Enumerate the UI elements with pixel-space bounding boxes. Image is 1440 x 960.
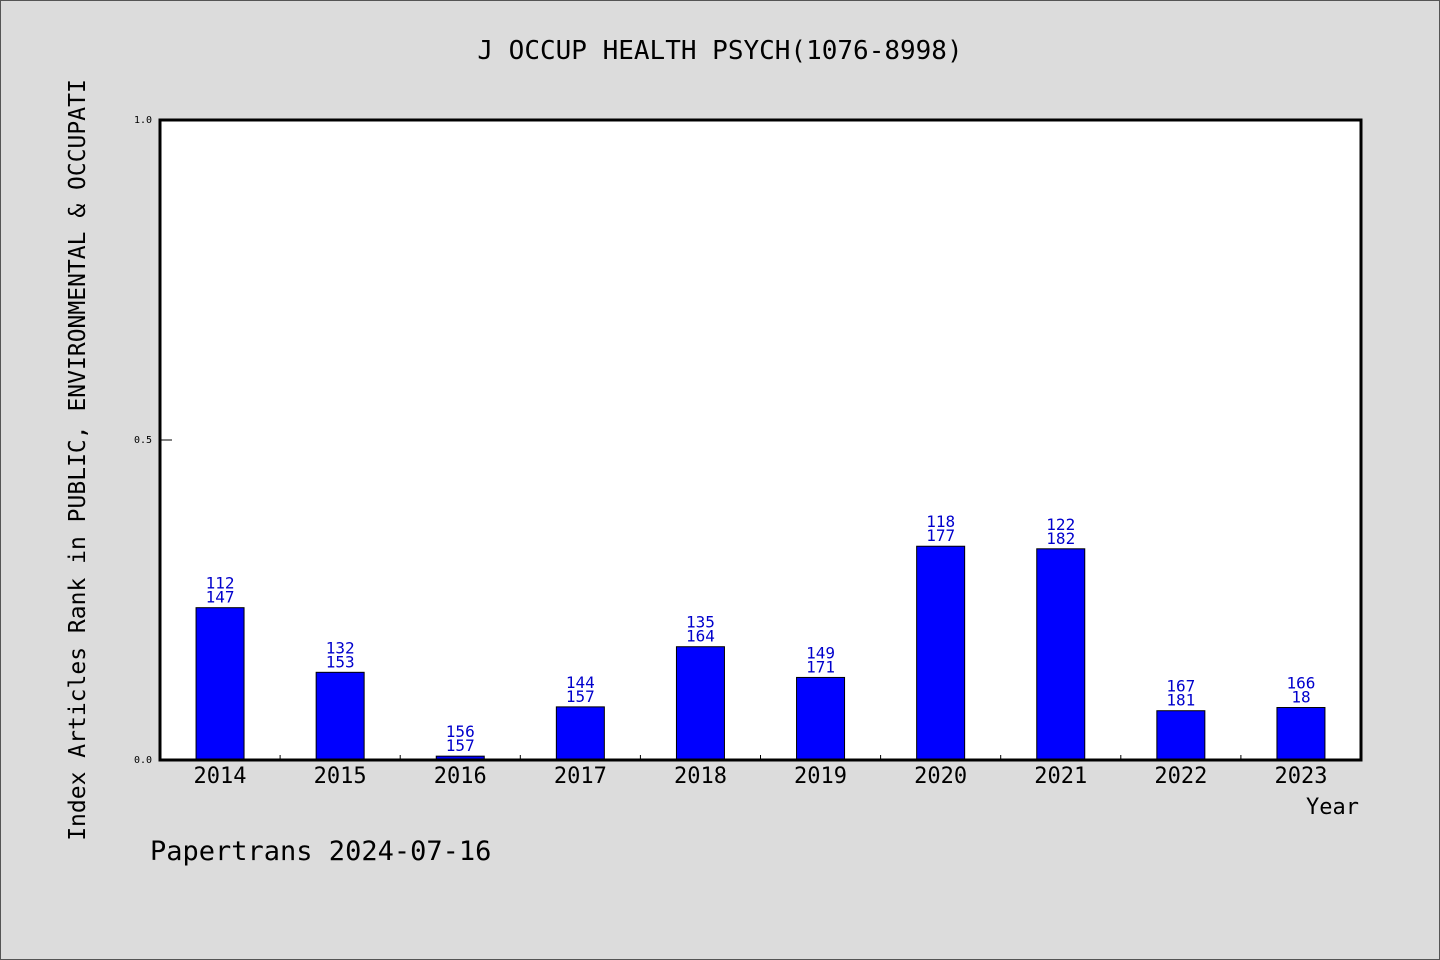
x-tick-label: 2015: [314, 764, 367, 789]
chart-title: J OCCUP HEALTH PSYCH(1076-8998): [477, 36, 963, 66]
x-tick-label: 2022: [1154, 764, 1207, 789]
bar-label-top: 112: [206, 574, 235, 593]
bar-label-bottom: 18: [1291, 688, 1310, 707]
bar: [675, 646, 725, 761]
bar-label-bottom: 157: [446, 736, 475, 755]
bar: [1276, 707, 1326, 761]
x-tick-label: 2020: [914, 764, 967, 789]
x-tick-label: 2018: [674, 764, 727, 789]
bar-label-top: 167: [1166, 677, 1195, 696]
y-tick-label: 0.5: [134, 435, 152, 446]
y-tick-label: 1.0: [134, 115, 152, 126]
plot-border: [158, 118, 1363, 762]
bar: [555, 706, 605, 761]
x-tick-label: 2023: [1274, 764, 1327, 789]
bar-label-top: 122: [1046, 515, 1075, 534]
bar-label-top: 156: [446, 722, 475, 741]
x-tick-label: 2019: [794, 764, 847, 789]
bar-label-bottom: 182: [1046, 529, 1075, 548]
bar-label-bottom: 157: [566, 687, 595, 706]
bar-label-bottom: 181: [1166, 691, 1195, 710]
bar: [1156, 710, 1206, 761]
bar-label-top: 149: [806, 643, 835, 662]
plot-area: [160, 120, 1361, 760]
x-tick-label: 2021: [1034, 764, 1087, 789]
bar: [315, 671, 365, 761]
bar-label-bottom: 153: [326, 652, 355, 671]
x-tick-label: 2016: [434, 764, 487, 789]
bar: [1036, 548, 1086, 761]
x-axis-label: Year: [1306, 795, 1359, 820]
y-tick-label: 0.0: [134, 755, 152, 766]
bar-label-bottom: 164: [686, 627, 715, 646]
x-tick-label: 2017: [554, 764, 607, 789]
x-tick-label: 2014: [194, 764, 247, 789]
bar: [796, 676, 846, 761]
bar-label-top: 144: [566, 673, 595, 692]
bar: [916, 545, 966, 761]
bar-label-top: 135: [686, 613, 715, 632]
bar-label-top: 166: [1286, 674, 1315, 693]
bar: [195, 607, 245, 761]
bar-label-bottom: 147: [206, 588, 235, 607]
bar-label-top: 132: [326, 638, 355, 657]
footer-credit: Papertrans 2024-07-16: [150, 836, 492, 867]
bar-label-bottom: 177: [926, 526, 955, 545]
bar-label-bottom: 171: [806, 657, 835, 676]
bar-label-top: 118: [926, 512, 955, 531]
